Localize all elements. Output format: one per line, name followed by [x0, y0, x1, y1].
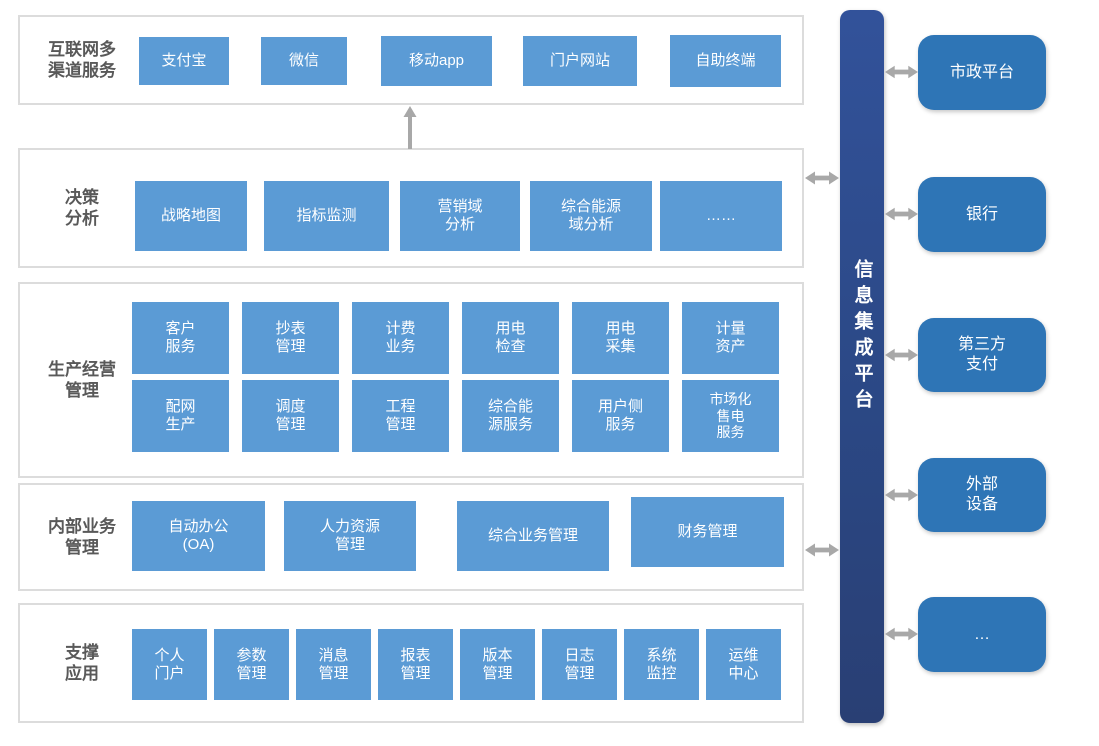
module-portal-website: 门户网站 — [523, 36, 637, 86]
double-arrow-icon — [885, 207, 918, 221]
layer-internet-services: 互联网多 渠道服务 支付宝 微信 移动app 门户网站 自助终端 — [18, 15, 804, 105]
module-engineering-mgmt: 工程 管理 — [352, 380, 449, 452]
double-arrow-icon — [885, 348, 918, 362]
external-ellipsis: … — [918, 597, 1046, 672]
module-customer-service: 客户 服务 — [132, 302, 229, 374]
external-municipal-platform: 市政平台 — [918, 35, 1046, 110]
module-personal-portal: 个人 门户 — [132, 629, 207, 700]
module-integrated-energy-domain-analysis: 综合能源 域分析 — [530, 181, 652, 251]
module-office-automation: 自动办公 (OA) — [132, 501, 265, 571]
module-ellipsis: …… — [660, 181, 782, 251]
module-metering-assets: 计量 资产 — [682, 302, 779, 374]
external-devices: 外部 设备 — [918, 458, 1046, 532]
module-billing-business: 计费 业务 — [352, 302, 449, 374]
module-mobile-app: 移动app — [381, 36, 492, 86]
module-human-resources-mgmt: 人力资源 管理 — [284, 501, 416, 571]
module-wechat: 微信 — [261, 37, 347, 85]
double-arrow-icon — [805, 171, 839, 185]
module-log-mgmt: 日志 管理 — [542, 629, 617, 700]
layer-label-internet-services: 互联网多 渠道服务 — [48, 39, 116, 80]
layer-supporting-apps: 支撑 应用 个人 门户 参数 管理 消息 管理 报表 管理 版本 管理 日志 管… — [18, 603, 804, 723]
external-bank: 银行 — [918, 177, 1046, 252]
double-arrow-icon — [885, 65, 918, 79]
layer-production-operation: 生产经营 管理 客户 服务 抄表 管理 计费 业务 用电 检查 用电 采集 计量… — [18, 282, 804, 478]
module-strategy-map: 战略地图 — [135, 181, 247, 251]
module-dispatch-mgmt: 调度 管理 — [242, 380, 339, 452]
integration-platform-label: 信息集成平台 — [851, 258, 873, 415]
layer-label-production-operation: 生产经营 管理 — [48, 359, 116, 400]
module-marketing-domain-analysis: 营销域 分析 — [400, 181, 520, 251]
module-meter-reading-mgmt: 抄表 管理 — [242, 302, 339, 374]
double-arrow-icon — [805, 543, 839, 557]
module-message-mgmt: 消息 管理 — [296, 629, 371, 700]
module-self-service-terminal: 自助终端 — [670, 35, 781, 87]
layer-label-supporting-apps: 支撑 应用 — [65, 642, 99, 683]
module-integrated-business-mgmt: 综合业务管理 — [457, 501, 609, 571]
module-financial-mgmt: 财务管理 — [631, 497, 784, 567]
module-ops-center: 运维 中心 — [706, 629, 781, 700]
double-arrow-icon — [885, 488, 918, 502]
module-version-mgmt: 版本 管理 — [460, 629, 535, 700]
module-distribution-network-production: 配网 生产 — [132, 380, 229, 452]
up-arrow-icon — [403, 106, 417, 149]
double-arrow-icon — [885, 627, 918, 641]
module-power-usage-collection: 用电 采集 — [572, 302, 669, 374]
module-report-mgmt: 报表 管理 — [378, 629, 453, 700]
layer-label-internal-business: 内部业务 管理 — [48, 516, 116, 557]
module-market-electricity-sale-service: 市场化 售电 服务 — [682, 380, 779, 452]
layer-internal-business: 内部业务 管理 自动办公 (OA) 人力资源 管理 综合业务管理 财务管理 — [18, 483, 804, 591]
integration-platform-bar: 信息集成平台 — [840, 10, 884, 723]
module-user-side-service: 用户侧 服务 — [572, 380, 669, 452]
external-third-party-payment: 第三方 支付 — [918, 318, 1046, 392]
layer-decision-analysis: 决策 分析 战略地图 指标监测 营销域 分析 综合能源 域分析 …… — [18, 148, 804, 268]
module-parameter-mgmt: 参数 管理 — [214, 629, 289, 700]
module-alipay: 支付宝 — [139, 37, 229, 85]
module-integrated-energy-service: 综合能 源服务 — [462, 380, 559, 452]
layer-label-decision-analysis: 决策 分析 — [65, 187, 99, 228]
module-power-usage-inspection: 用电 检查 — [462, 302, 559, 374]
module-system-monitoring: 系统 监控 — [624, 629, 699, 700]
module-indicator-monitoring: 指标监测 — [264, 181, 389, 251]
